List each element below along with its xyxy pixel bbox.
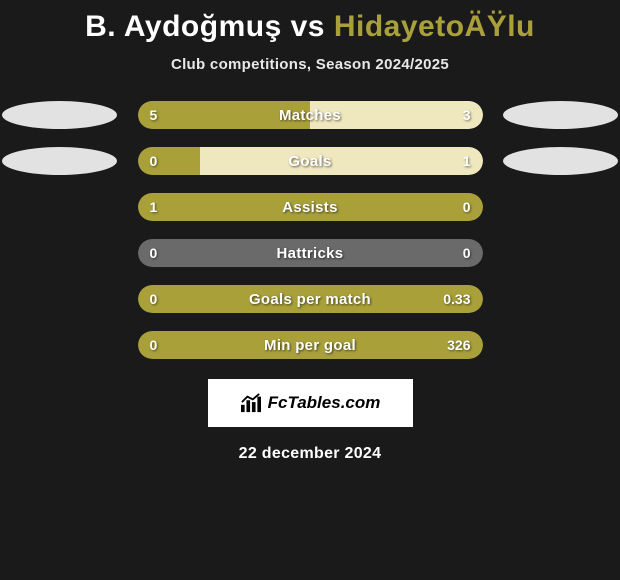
stat-value-right: 0 (463, 245, 471, 261)
player1-indicator (2, 101, 117, 129)
stat-bar: 0 326 Min per goal (138, 331, 483, 359)
stat-row: 1 0 Assists (0, 193, 620, 221)
stat-row: 0 326 Min per goal (0, 331, 620, 359)
stat-value-right: 326 (447, 337, 470, 353)
stat-metric-label: Goals per match (249, 291, 371, 308)
stat-value-left: 0 (150, 337, 158, 353)
stat-row: 0 1 Goals (0, 147, 620, 175)
stat-row: 0 0.33 Goals per match (0, 285, 620, 313)
page-title: B. Aydoğmuş vs HidayetoÄŸlu (85, 10, 535, 44)
stat-bar: 1 0 Assists (138, 193, 483, 221)
player1-name: B. Aydoğmuş (85, 10, 282, 43)
vs-label: vs (291, 10, 325, 43)
stat-metric-label: Matches (279, 107, 341, 124)
stat-value-left: 5 (150, 107, 158, 123)
player2-indicator (503, 147, 618, 175)
stat-bar: 0 1 Goals (138, 147, 483, 175)
stat-bar: 5 3 Matches (138, 101, 483, 129)
stat-value-left: 1 (150, 199, 158, 215)
stat-value-right: 3 (463, 107, 471, 123)
logo-text: FcTables.com (268, 393, 381, 413)
stat-metric-label: Hattricks (277, 245, 344, 262)
player1-indicator (2, 147, 117, 175)
player2-name: HidayetoÄŸlu (334, 10, 535, 43)
chart-icon (240, 393, 262, 413)
bar-fill-left (138, 147, 200, 175)
subtitle: Club competitions, Season 2024/2025 (171, 56, 449, 73)
stat-value-left: 0 (150, 291, 158, 307)
stat-metric-label: Goals (288, 153, 331, 170)
stat-value-right: 1 (463, 153, 471, 169)
stat-value-right: 0 (463, 199, 471, 215)
stat-value-left: 0 (150, 153, 158, 169)
stat-metric-label: Assists (282, 199, 337, 216)
stat-row: 0 0 Hattricks (0, 239, 620, 267)
logo-badge: FcTables.com (208, 379, 413, 427)
stat-value-left: 0 (150, 245, 158, 261)
stat-row: 5 3 Matches (0, 101, 620, 129)
date-label: 22 december 2024 (239, 445, 382, 463)
stat-bar: 0 0 Hattricks (138, 239, 483, 267)
stats-list: 5 3 Matches 0 1 Goals 1 0 Assists 0 0 Hattricks 0 0.3… (0, 101, 620, 359)
comparison-card: B. Aydoğmuş vs HidayetoÄŸlu Club competi… (0, 0, 620, 463)
player2-indicator (503, 101, 618, 129)
bar-fill-right (200, 147, 483, 175)
stat-bar: 0 0.33 Goals per match (138, 285, 483, 313)
stat-metric-label: Min per goal (264, 337, 356, 354)
stat-value-right: 0.33 (443, 291, 470, 307)
